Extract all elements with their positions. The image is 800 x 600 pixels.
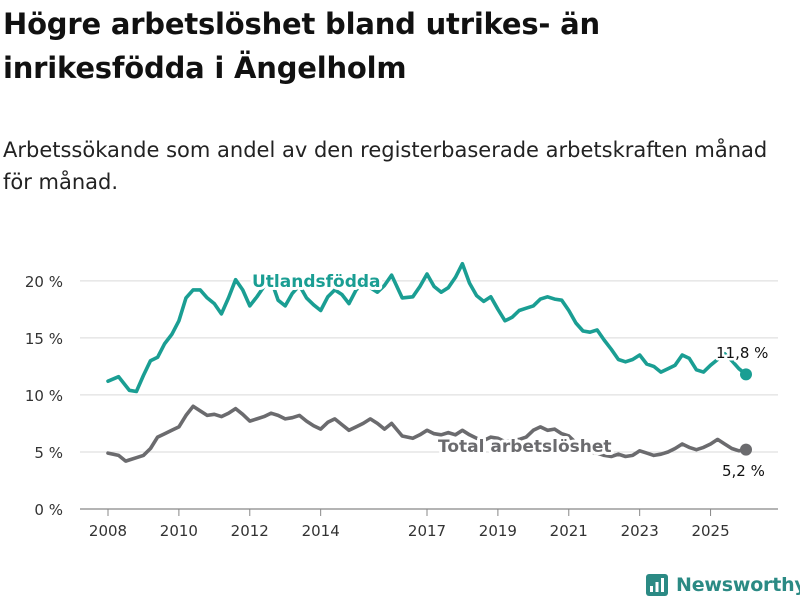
series-name-label: Utlandsfödda [252, 272, 381, 292]
newsworthy-logo-icon [646, 574, 668, 596]
series-end-dot [740, 443, 752, 456]
axes: 0 % 5 % 10 % 15 % 20 % 2008 2010 2012 2014 2017 20… [25, 273, 730, 540]
series-lines [106, 261, 752, 463]
x-tick-label: 2019 [479, 522, 517, 540]
series-end-dot [740, 368, 752, 381]
y-tick-label: 5 % [34, 444, 63, 462]
x-tick-label: 2023 [621, 522, 659, 540]
newsworthy-logo: Newsworthy [646, 570, 800, 600]
y-tick-label: 20 % [25, 273, 63, 291]
series-line [106, 261, 748, 394]
x-tick-label: 2014 [302, 522, 340, 540]
x-tick-label: 2025 [691, 522, 729, 540]
y-tick-label: 10 % [25, 387, 63, 405]
x-tick-label: 2017 [408, 522, 446, 540]
chart-title: Högre arbetslöshet bland utrikes- än inr… [3, 7, 600, 85]
gridlines [80, 280, 778, 510]
series-name-label: Total arbetslöshet [438, 437, 612, 457]
y-tick-label: 0 % [34, 501, 63, 519]
end-value-label: 11,8 % [716, 344, 768, 362]
x-tick-label: 2012 [231, 522, 269, 540]
brand-name: Newsworthy [676, 574, 800, 596]
series-line [106, 404, 748, 463]
x-tick-label: 2008 [89, 522, 127, 540]
chart-subtitle: Arbetssökande som andel av den registerb… [3, 138, 768, 194]
x-tick-label: 2021 [550, 522, 588, 540]
series-labels: Utlandsfödda Total arbetslöshet 11,8 % 5,2 … [249, 269, 771, 483]
x-tick-label: 2010 [160, 522, 198, 540]
end-value-label: 5,2 % [722, 462, 765, 480]
y-tick-label: 15 % [25, 330, 63, 348]
